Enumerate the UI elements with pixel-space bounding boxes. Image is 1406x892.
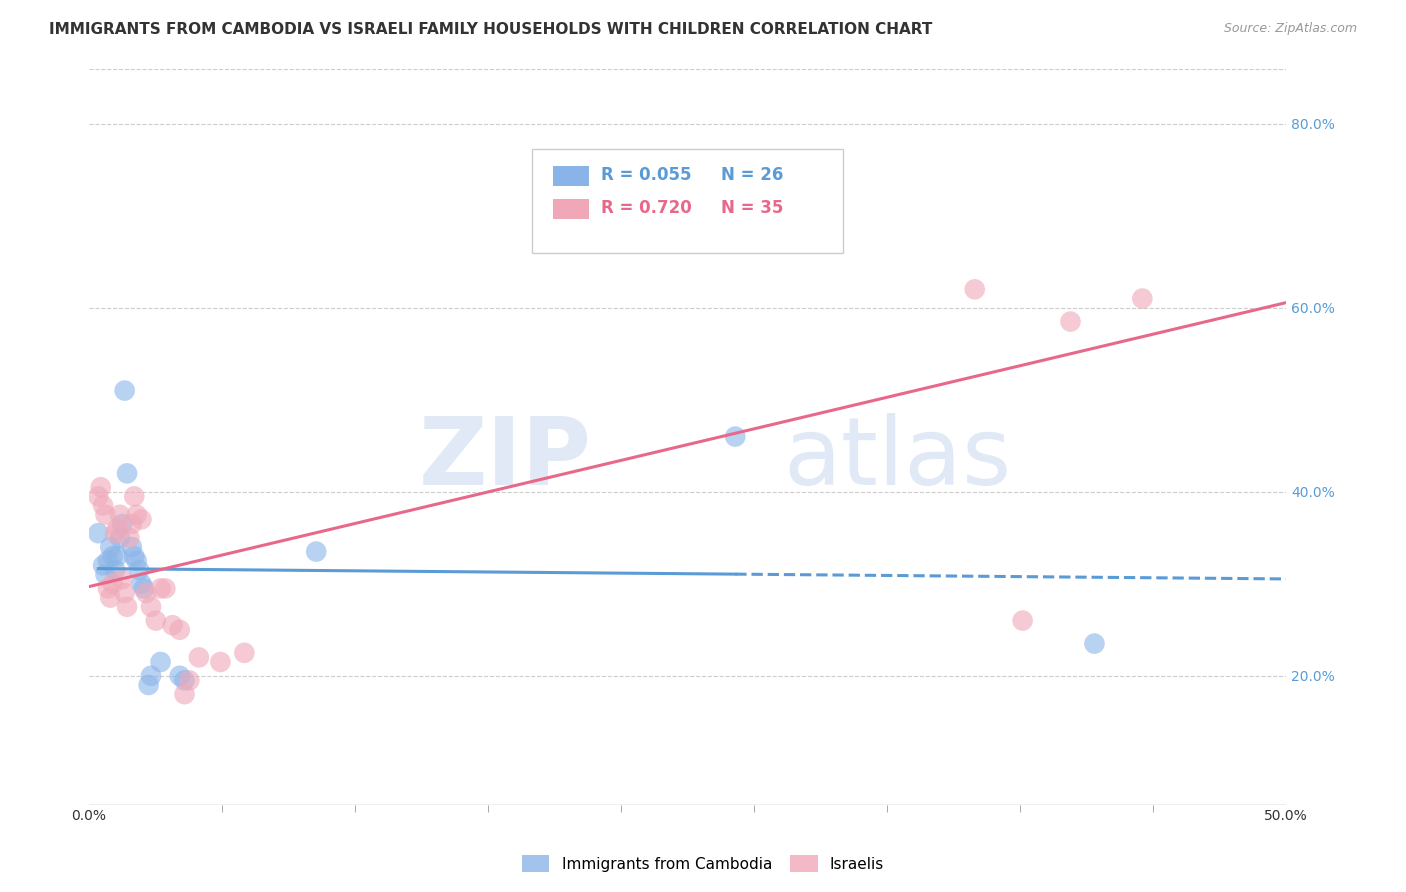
- Point: [121, 516, 143, 531]
- Point: [155, 582, 177, 596]
- Point: [179, 673, 201, 688]
- Text: IMMIGRANTS FROM CAMBODIA VS ISRAELI FAMILY HOUSEHOLDS WITH CHILDREN CORRELATION : IMMIGRANTS FROM CAMBODIA VS ISRAELI FAMI…: [49, 22, 932, 37]
- Point: [187, 650, 209, 665]
- Point: [98, 591, 121, 605]
- Point: [91, 499, 114, 513]
- Text: atlas: atlas: [783, 413, 1011, 505]
- Point: [94, 567, 117, 582]
- Point: [108, 508, 131, 522]
- Point: [122, 549, 145, 564]
- Point: [114, 586, 136, 600]
- Text: ZIP: ZIP: [419, 413, 592, 505]
- Point: [145, 614, 167, 628]
- Point: [91, 558, 114, 573]
- Text: R = 0.720: R = 0.720: [602, 200, 692, 218]
- Point: [724, 429, 747, 443]
- Point: [97, 554, 120, 568]
- Point: [128, 563, 150, 577]
- FancyBboxPatch shape: [554, 199, 589, 219]
- Point: [131, 576, 153, 591]
- Text: Source: ZipAtlas.com: Source: ZipAtlas.com: [1223, 22, 1357, 36]
- Legend: Immigrants from Cambodia, Israelis: Immigrants from Cambodia, Israelis: [515, 847, 891, 880]
- Point: [107, 549, 129, 564]
- Point: [138, 678, 160, 692]
- Point: [118, 531, 141, 545]
- Point: [169, 669, 191, 683]
- Point: [98, 540, 121, 554]
- Point: [111, 516, 134, 531]
- Point: [173, 687, 195, 701]
- Point: [108, 531, 131, 545]
- Text: N = 35: N = 35: [721, 200, 783, 218]
- Point: [104, 526, 127, 541]
- FancyBboxPatch shape: [554, 166, 589, 186]
- Point: [1083, 637, 1105, 651]
- Point: [101, 549, 124, 564]
- Point: [111, 572, 134, 586]
- Point: [149, 582, 172, 596]
- Point: [169, 623, 191, 637]
- Point: [1059, 314, 1081, 328]
- Point: [101, 576, 124, 591]
- Point: [132, 582, 155, 596]
- Point: [121, 540, 143, 554]
- Point: [820, 194, 842, 209]
- Point: [1130, 292, 1153, 306]
- Point: [107, 522, 129, 536]
- Text: R = 0.055: R = 0.055: [602, 166, 692, 185]
- Point: [94, 508, 117, 522]
- Text: N = 26: N = 26: [721, 166, 783, 185]
- Point: [149, 655, 172, 669]
- Point: [139, 599, 162, 614]
- Point: [963, 282, 986, 296]
- Point: [115, 467, 138, 481]
- Point: [305, 544, 328, 558]
- FancyBboxPatch shape: [531, 150, 844, 252]
- Point: [87, 526, 110, 541]
- Point: [233, 646, 256, 660]
- Point: [87, 489, 110, 503]
- Point: [90, 480, 112, 494]
- Point: [135, 586, 157, 600]
- Point: [173, 673, 195, 688]
- Point: [122, 489, 145, 503]
- Point: [115, 599, 138, 614]
- Point: [125, 508, 148, 522]
- Point: [162, 618, 184, 632]
- Point: [125, 554, 148, 568]
- Point: [139, 669, 162, 683]
- Point: [131, 512, 153, 526]
- Point: [97, 582, 120, 596]
- Point: [209, 655, 232, 669]
- Point: [1011, 614, 1033, 628]
- Point: [104, 563, 127, 577]
- Point: [114, 384, 136, 398]
